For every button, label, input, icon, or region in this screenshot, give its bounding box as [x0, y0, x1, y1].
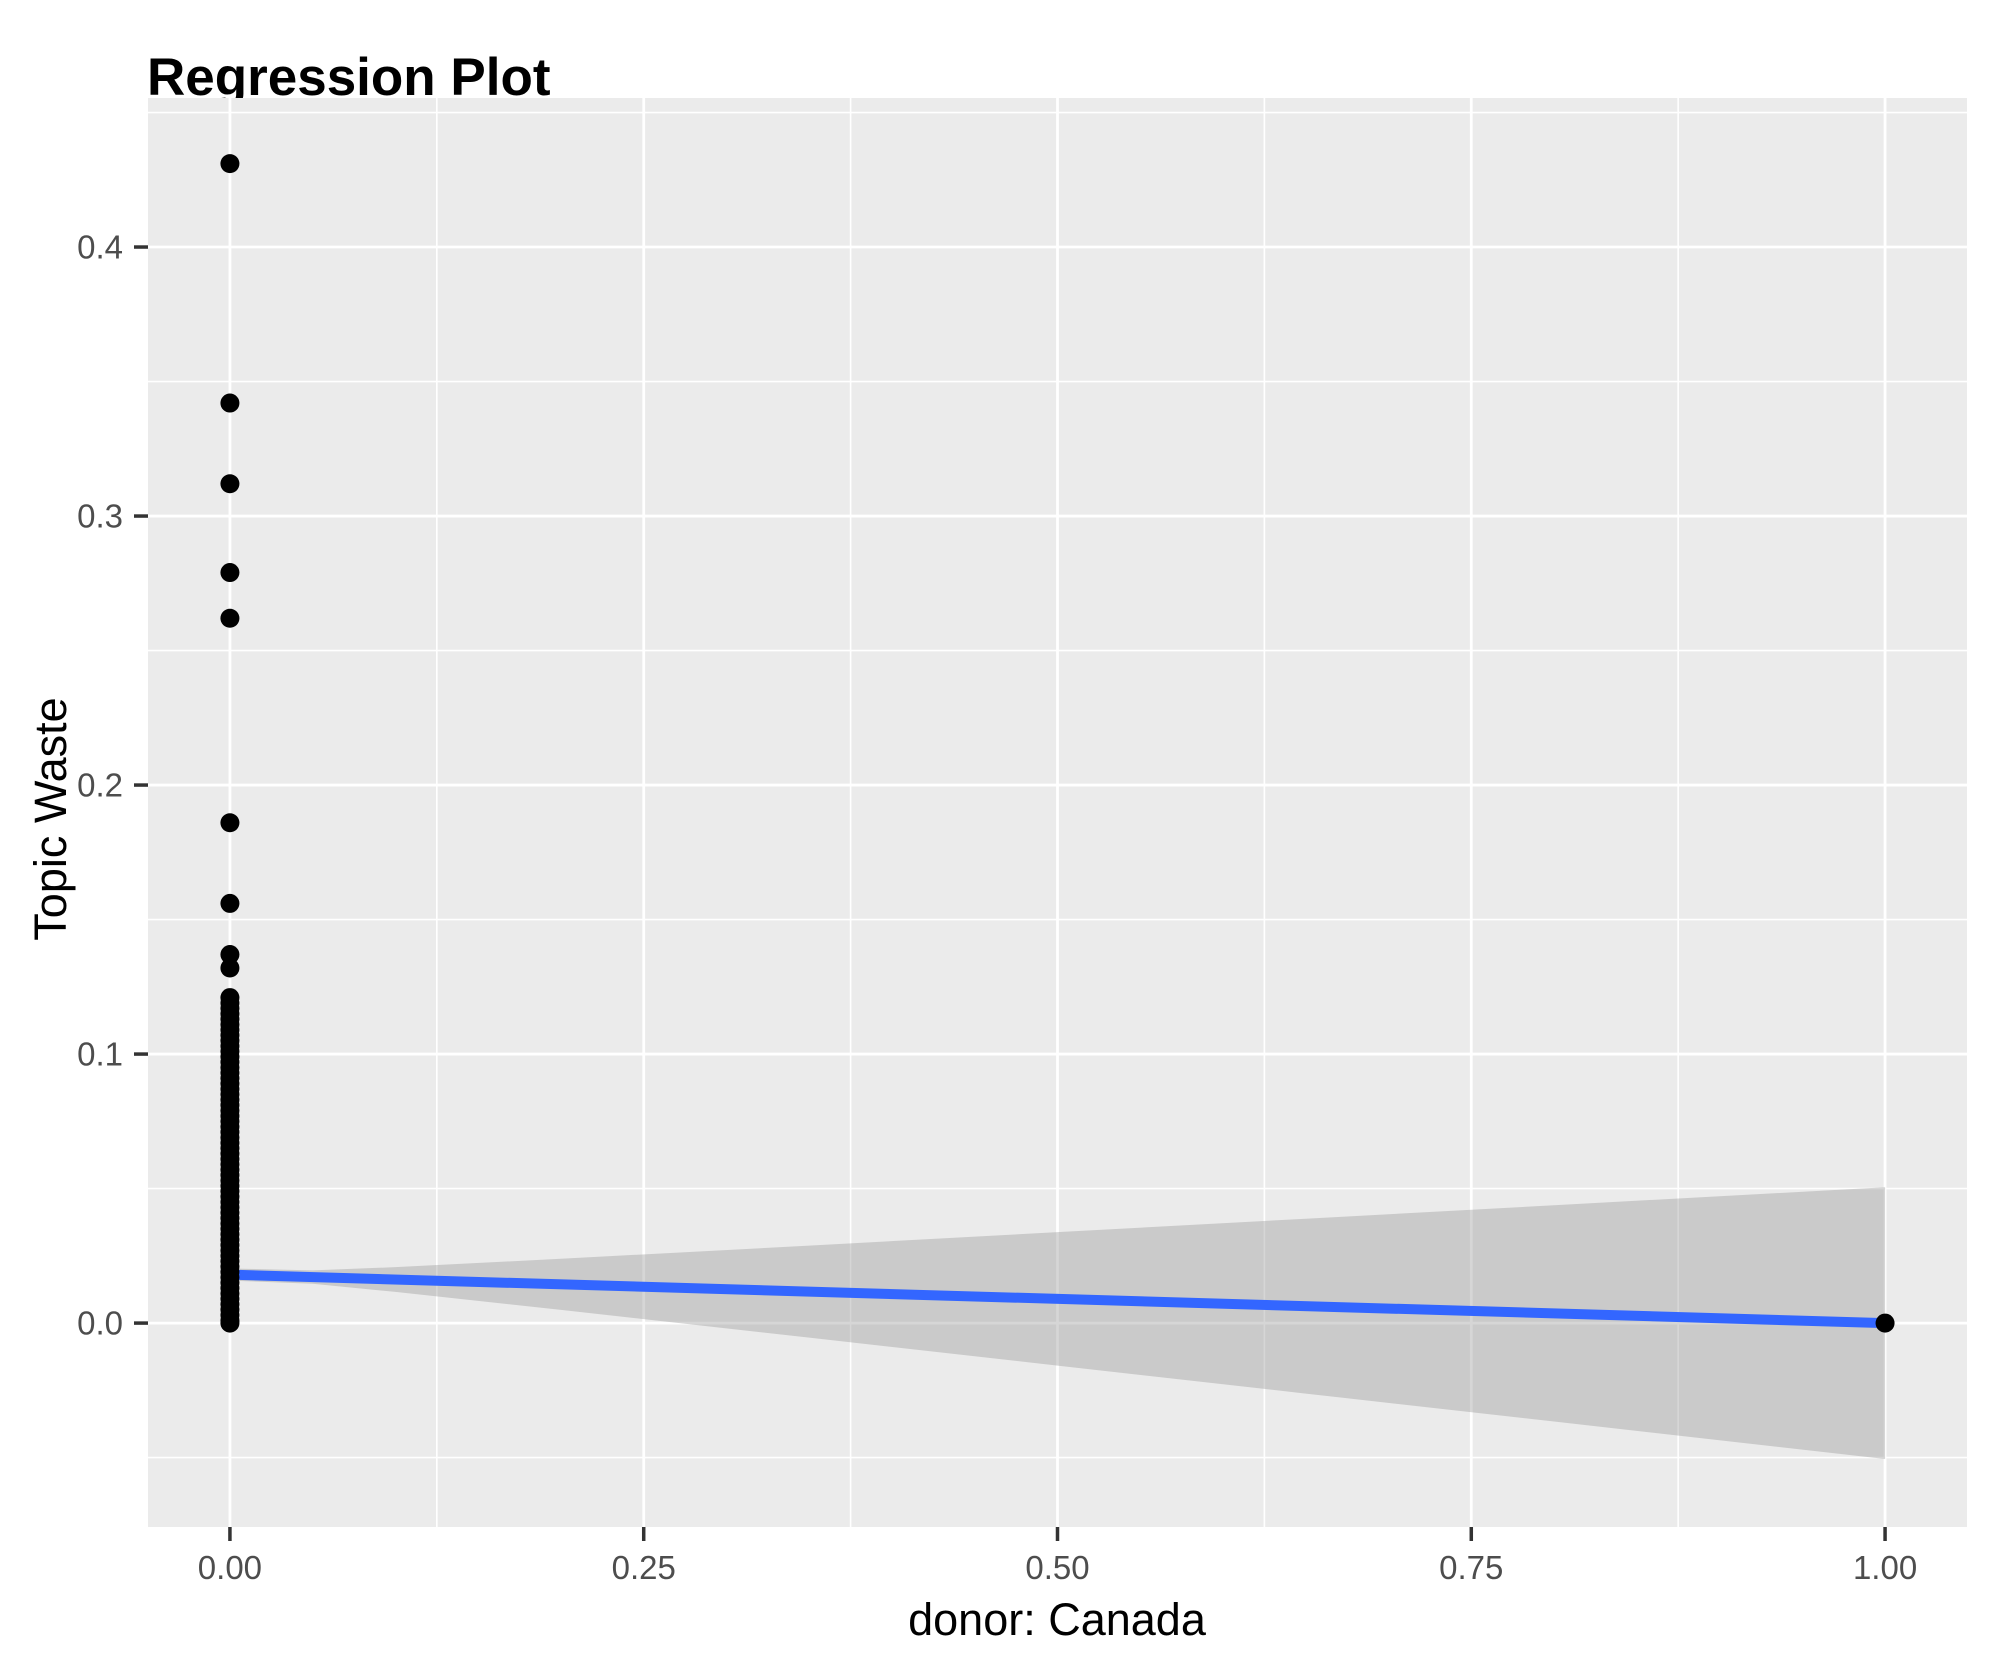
plot-title: Regression Plot: [147, 47, 551, 107]
y-tick-label: 0.1: [77, 1036, 123, 1073]
y-tick-label: 0.0: [77, 1305, 123, 1342]
data-point: [220, 1313, 240, 1333]
y-tick-label: 0.2: [77, 767, 123, 804]
y-tick-label: 0.4: [77, 229, 123, 266]
y-axis-title-text: Topic Waste: [25, 697, 76, 941]
data-point: [220, 945, 240, 965]
data-point: [220, 154, 240, 174]
x-tick-label: 0.00: [198, 1549, 262, 1586]
x-tick-label: 0.50: [1025, 1549, 1089, 1586]
y-tick-label: 0.3: [77, 498, 123, 535]
data-point: [220, 893, 240, 913]
x-tick-label: 0.25: [612, 1549, 676, 1586]
x-tick-label: 0.75: [1439, 1549, 1503, 1586]
confidence-band: [229, 1187, 1886, 1459]
x-axis-title: donor: Canada: [908, 1594, 1206, 1645]
x-tick-label: 1.00: [1853, 1549, 1917, 1586]
data-point: [220, 563, 240, 583]
data-point: [220, 813, 240, 833]
data-point: [220, 608, 240, 628]
data-point: [1875, 1313, 1895, 1333]
regression-line: [229, 1269, 1886, 1329]
data-point: [220, 474, 240, 494]
data-point: [220, 393, 240, 413]
data-point: [220, 958, 240, 978]
